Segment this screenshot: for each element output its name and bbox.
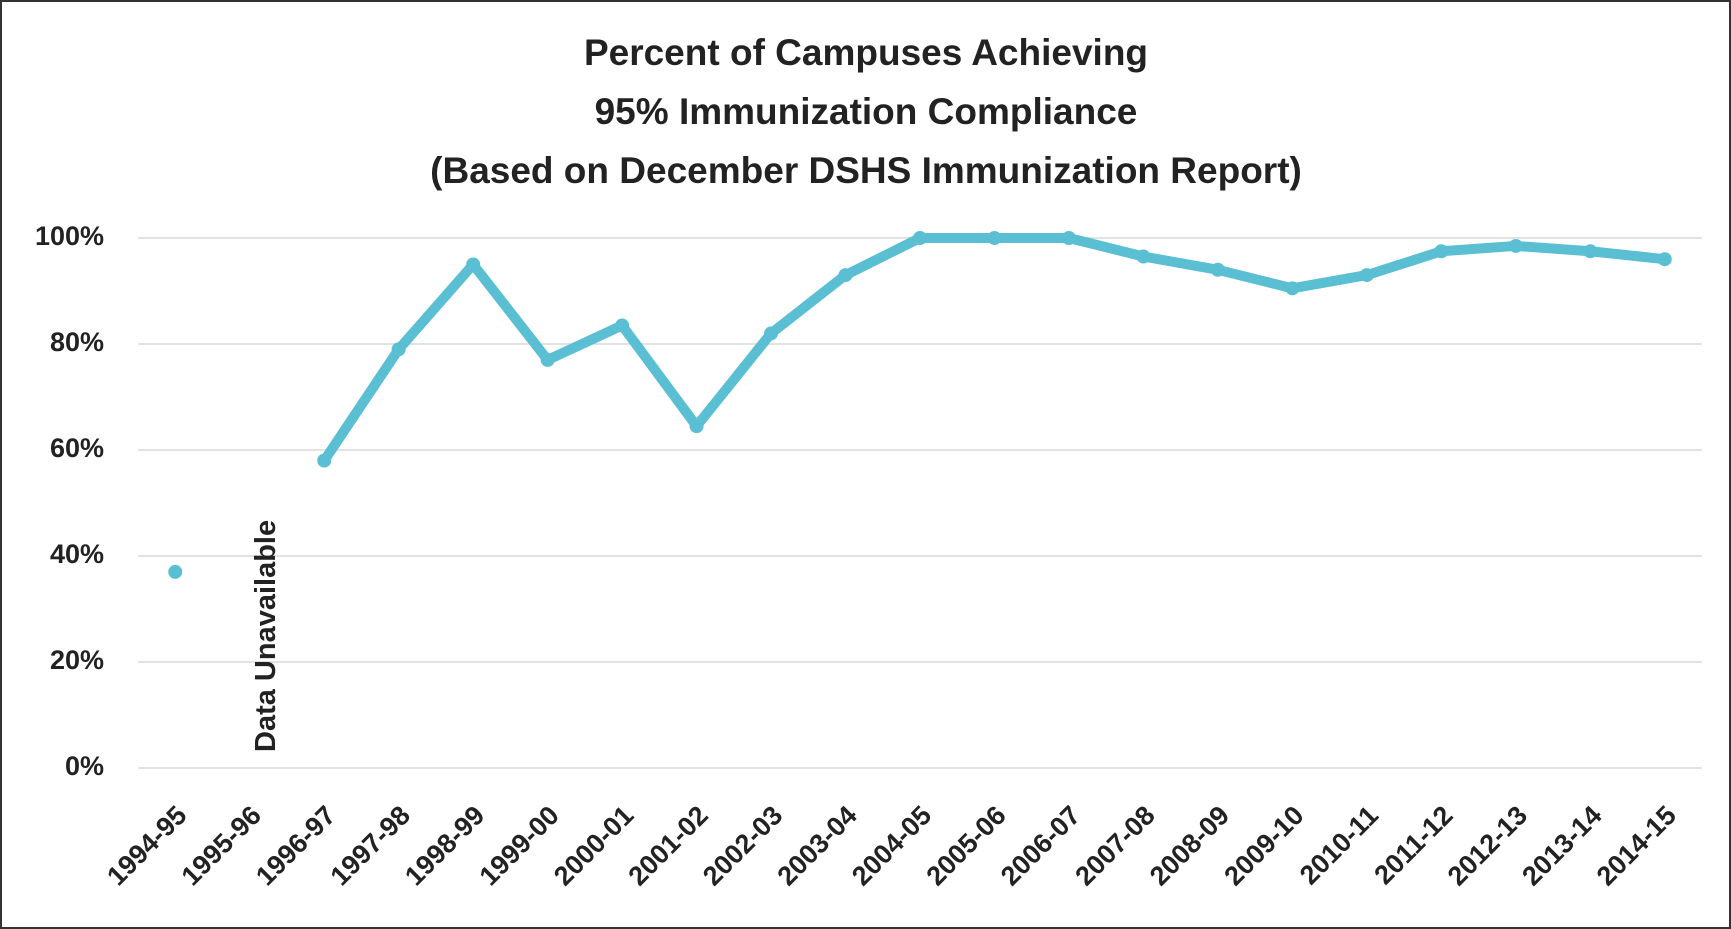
data-point: [1210, 262, 1225, 277]
y-tick-label: 40%: [50, 539, 104, 569]
data-point: [391, 342, 406, 357]
data-point: [1434, 244, 1449, 259]
data-point: [1583, 244, 1598, 259]
data-point: [1136, 249, 1151, 264]
data-point: [1061, 231, 1076, 245]
data-point: [987, 231, 1002, 245]
data-point: [466, 257, 481, 272]
data-point: [168, 564, 183, 579]
y-tick-label: 100%: [35, 221, 104, 251]
chart-title: (Based on December DSHS Immunization Rep…: [430, 150, 1302, 191]
annotation: Data Unavailable: [250, 520, 282, 752]
data-point: [1285, 281, 1300, 296]
data-point: [838, 268, 853, 283]
data-point: [615, 318, 630, 333]
data-point: [1508, 238, 1523, 253]
y-tick-label: 0%: [65, 751, 104, 781]
y-tick-label: 80%: [50, 327, 104, 357]
y-tick-label: 20%: [50, 645, 104, 675]
data-point: [317, 453, 332, 468]
data-point: [689, 419, 704, 434]
chart-title: Percent of Campuses Achieving: [584, 32, 1148, 73]
data-point: [913, 231, 927, 245]
y-tick-label: 60%: [50, 433, 104, 463]
data-point: [764, 326, 779, 341]
data-point: [1657, 252, 1672, 267]
data-point: [540, 352, 555, 367]
chart-title: 95% Immunization Compliance: [595, 91, 1138, 132]
data-point: [1359, 268, 1374, 283]
